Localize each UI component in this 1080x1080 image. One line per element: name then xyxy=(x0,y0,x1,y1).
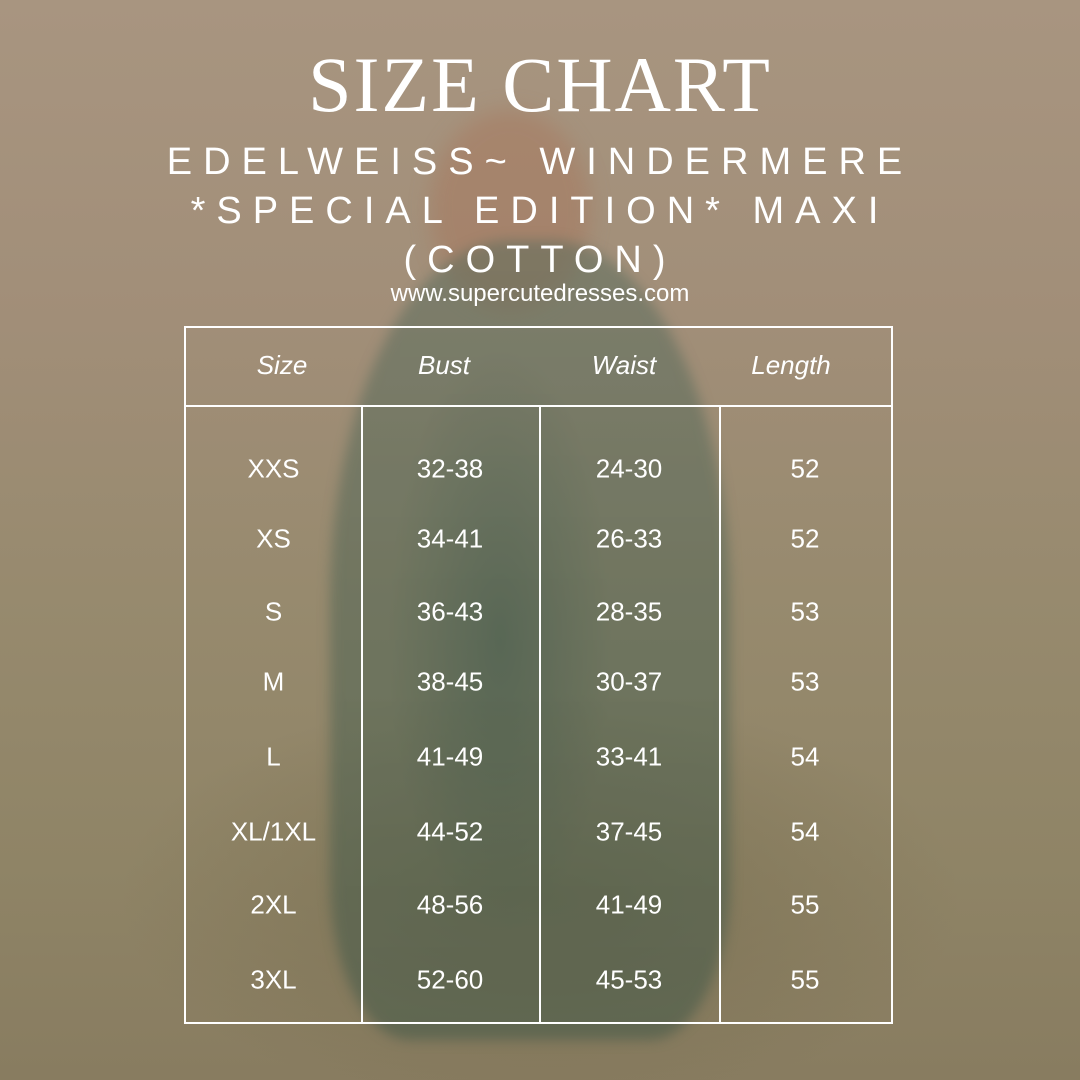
subtitle-line: EDELWEISS~ WINDERMERE xyxy=(166,141,914,183)
cell-size: M xyxy=(262,666,285,697)
cell-length: 52 xyxy=(790,453,820,484)
cell-size: XL/1XL xyxy=(230,816,317,847)
cell-size: S xyxy=(264,596,283,627)
subtitle-line: (COTTON) xyxy=(403,239,677,281)
cell-length: 53 xyxy=(790,596,820,627)
cell-size: XS xyxy=(256,523,291,554)
size-table: Size Bust Waist Length XXS 32-38 24-30 52 XS… xyxy=(184,326,893,1024)
column-divider xyxy=(539,405,541,1022)
page-title: SIZE CHART xyxy=(308,41,772,128)
cell-length: 55 xyxy=(790,964,820,995)
cell-size: 3XL xyxy=(250,964,297,995)
cell-bust: 52-60 xyxy=(416,964,484,995)
column-divider xyxy=(361,405,363,1022)
header-waist: Waist xyxy=(591,350,657,380)
cell-waist: 28-35 xyxy=(595,596,663,627)
cell-size: XXS xyxy=(247,453,300,484)
cell-length: 54 xyxy=(790,741,820,772)
table-header: Size Bust Waist Length xyxy=(186,328,891,407)
cell-bust: 36-43 xyxy=(416,596,484,627)
cell-length: 54 xyxy=(790,816,820,847)
cell-size: 2XL xyxy=(250,889,297,920)
column-divider xyxy=(719,405,721,1022)
cell-waist: 33-41 xyxy=(595,741,663,772)
cell-waist: 26-33 xyxy=(595,523,663,554)
cell-waist: 45-53 xyxy=(595,964,663,995)
cell-waist: 37-45 xyxy=(595,816,663,847)
header-bust: Bust xyxy=(417,350,471,380)
cell-length: 53 xyxy=(790,666,820,697)
cell-bust: 34-41 xyxy=(416,523,484,554)
header-length: Length xyxy=(751,350,831,380)
background-photo-figure xyxy=(330,240,730,1040)
cell-waist: 30-37 xyxy=(595,666,663,697)
cell-bust: 48-56 xyxy=(416,889,484,920)
cell-length: 52 xyxy=(790,523,820,554)
cell-size: L xyxy=(266,741,281,772)
cell-bust: 44-52 xyxy=(416,816,484,847)
header-size: Size xyxy=(256,350,308,380)
cell-length: 55 xyxy=(790,889,820,920)
cell-bust: 38-45 xyxy=(416,666,484,697)
subtitle-line: *SPECIAL EDITION* MAXI xyxy=(190,190,890,232)
website-url: www.supercutedresses.com xyxy=(390,280,690,307)
cell-bust: 32-38 xyxy=(416,453,484,484)
product-name: EDELWEISS~ WINDERMERE *SPECIAL EDITION* … xyxy=(0,138,1080,285)
cell-waist: 41-49 xyxy=(595,889,663,920)
cell-bust: 41-49 xyxy=(416,741,484,772)
cell-waist: 24-30 xyxy=(595,453,663,484)
